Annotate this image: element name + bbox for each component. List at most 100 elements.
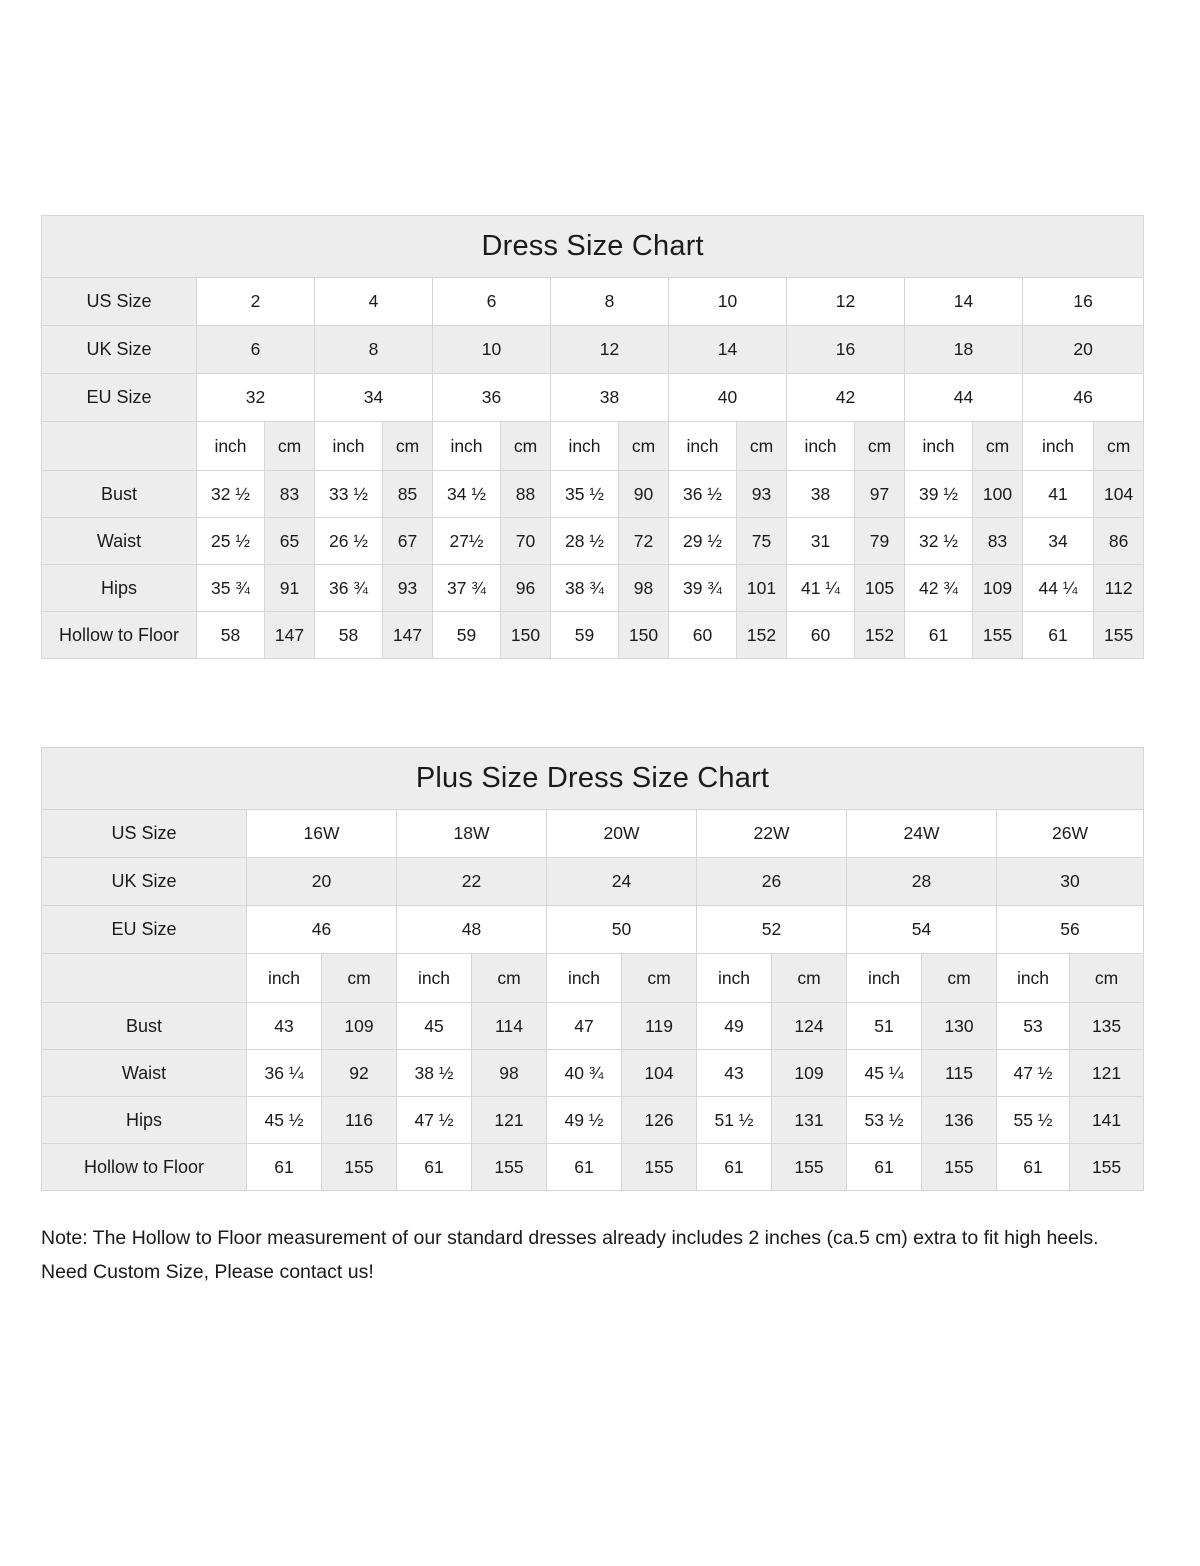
table-row-waist: Waist 25 ½ 65 26 ½ 67 27½ 70 28 ½ 72 29 … bbox=[41, 517, 1145, 565]
cell-us-size-1: 4 bbox=[314, 277, 433, 326]
table-row-us-size: US Size 2 4 6 8 10 12 14 16 bbox=[41, 277, 1145, 326]
cell-hips-cm-1: 93 bbox=[382, 564, 433, 612]
unit-header-inch-4: inch bbox=[668, 421, 737, 471]
plus-cell-hollow-inch-4: 61 bbox=[846, 1143, 922, 1191]
plus-cell-hollow-inch-0: 61 bbox=[246, 1143, 322, 1191]
plus-unit-header-inch-4: inch bbox=[846, 953, 922, 1003]
cell-waist-inch-0: 25 ½ bbox=[196, 517, 265, 565]
cell-eu-size-6: 44 bbox=[904, 373, 1023, 422]
plus-cell-hollow-inch-2: 61 bbox=[546, 1143, 622, 1191]
plus-cell-bust-cm-1: 114 bbox=[471, 1002, 547, 1050]
cell-hollow-cm-1: 147 bbox=[382, 611, 433, 659]
cell-hips-inch-0: 35 ¾ bbox=[196, 564, 265, 612]
unit-header-cm-2: cm bbox=[500, 421, 551, 471]
unit-header-cm-4: cm bbox=[736, 421, 787, 471]
cell-uk-size-7: 20 bbox=[1021, 325, 1145, 374]
cell-waist-inch-7: 34 bbox=[1022, 517, 1094, 565]
plus-cell-hips-inch-1: 47 ½ bbox=[396, 1096, 472, 1144]
plus-cell-hollow-cm-2: 155 bbox=[621, 1143, 697, 1191]
row-label-hollow-to-floor: Hollow to Floor bbox=[41, 611, 197, 659]
cell-bust-inch-3: 35 ½ bbox=[550, 470, 619, 518]
plus-cell-us-size-5: 26W bbox=[995, 809, 1145, 858]
cell-hips-inch-2: 37 ¾ bbox=[432, 564, 501, 612]
plus-cell-hips-cm-0: 116 bbox=[321, 1096, 397, 1144]
plus-unit-header-cm-4: cm bbox=[921, 953, 997, 1003]
cell-hips-inch-6: 42 ¾ bbox=[904, 564, 973, 612]
cell-eu-size-7: 46 bbox=[1021, 373, 1145, 422]
plus-cell-uk-size-3: 26 bbox=[696, 857, 847, 906]
plus-cell-hips-inch-2: 49 ½ bbox=[546, 1096, 622, 1144]
plus-cell-waist-inch-1: 38 ½ bbox=[396, 1049, 472, 1097]
cell-bust-inch-0: 32 ½ bbox=[196, 470, 265, 518]
plus-cell-us-size-4: 24W bbox=[846, 809, 997, 858]
unit-header-inch-7: inch bbox=[1022, 421, 1094, 471]
cell-waist-cm-2: 70 bbox=[500, 517, 551, 565]
cell-hollow-inch-1: 58 bbox=[314, 611, 383, 659]
plus-table-title-row: Plus Size Dress Size Chart bbox=[40, 747, 1145, 810]
cell-hollow-inch-4: 60 bbox=[668, 611, 737, 659]
plus-cell-waist-cm-3: 109 bbox=[771, 1049, 847, 1097]
cell-hollow-inch-0: 58 bbox=[196, 611, 265, 659]
cell-uk-size-0: 6 bbox=[196, 325, 315, 374]
row-label-eu-size: EU Size bbox=[41, 373, 197, 422]
plus-cell-hips-cm-2: 126 bbox=[621, 1096, 697, 1144]
plus-cell-bust-inch-4: 51 bbox=[846, 1002, 922, 1050]
cell-bust-cm-4: 93 bbox=[736, 470, 787, 518]
plus-cell-waist-inch-5: 47 ½ bbox=[996, 1049, 1070, 1097]
plus-table-row-bust: Bust 43 109 45 114 47 119 49 124 51 130 … bbox=[41, 1002, 1145, 1050]
cell-waist-cm-7: 86 bbox=[1092, 517, 1145, 565]
cell-bust-inch-7: 41 bbox=[1022, 470, 1094, 518]
note-line-2: Need Custom Size, Please contact us! bbox=[41, 1261, 374, 1283]
plus-unit-header-cm-5: cm bbox=[1068, 953, 1145, 1003]
table-title-row: Dress Size Chart bbox=[40, 215, 1145, 278]
plus-cell-hollow-inch-1: 61 bbox=[396, 1143, 472, 1191]
cell-waist-cm-1: 67 bbox=[382, 517, 433, 565]
plus-table-row-us-size: US Size 16W 18W 20W 22W 24W 26W bbox=[41, 809, 1145, 858]
unit-header-cm-7: cm bbox=[1092, 421, 1145, 471]
plus-cell-waist-cm-2: 104 bbox=[621, 1049, 697, 1097]
plus-unit-header-cm-1: cm bbox=[471, 953, 547, 1003]
cell-waist-cm-6: 83 bbox=[972, 517, 1023, 565]
cell-eu-size-4: 40 bbox=[668, 373, 787, 422]
cell-bust-inch-5: 38 bbox=[786, 470, 855, 518]
unit-header-cm-1: cm bbox=[382, 421, 433, 471]
plus-cell-bust-cm-5: 135 bbox=[1068, 1002, 1145, 1050]
cell-waist-cm-4: 75 bbox=[736, 517, 787, 565]
plus-cell-bust-cm-2: 119 bbox=[621, 1002, 697, 1050]
plus-cell-uk-size-1: 22 bbox=[396, 857, 547, 906]
cell-hips-inch-3: 38 ¾ bbox=[550, 564, 619, 612]
table-row-uk-size: UK Size 6 8 10 12 14 16 18 20 bbox=[41, 325, 1145, 374]
row-label-us-size: US Size bbox=[41, 277, 197, 326]
plus-cell-eu-size-0: 46 bbox=[246, 905, 397, 954]
unit-header-cm-3: cm bbox=[618, 421, 669, 471]
plus-cell-hollow-cm-3: 155 bbox=[771, 1143, 847, 1191]
cell-eu-size-5: 42 bbox=[786, 373, 905, 422]
plus-cell-bust-inch-1: 45 bbox=[396, 1002, 472, 1050]
plus-unit-header-inch-0: inch bbox=[246, 953, 322, 1003]
cell-uk-size-5: 16 bbox=[786, 325, 905, 374]
unit-header-inch-2: inch bbox=[432, 421, 501, 471]
cell-hips-cm-7: 112 bbox=[1092, 564, 1145, 612]
plus-cell-eu-size-4: 54 bbox=[846, 905, 997, 954]
plus-unit-header-cm-0: cm bbox=[321, 953, 397, 1003]
unit-header-cm-0: cm bbox=[264, 421, 315, 471]
table-row-hips: Hips 35 ¾ 91 36 ¾ 93 37 ¾ 96 38 ¾ 98 39 … bbox=[41, 564, 1145, 612]
plus-row-label-hips: Hips bbox=[41, 1096, 247, 1144]
cell-bust-inch-1: 33 ½ bbox=[314, 470, 383, 518]
plus-cell-eu-size-5: 56 bbox=[995, 905, 1145, 954]
plus-row-label-waist: Waist bbox=[41, 1049, 247, 1097]
cell-bust-cm-1: 85 bbox=[382, 470, 433, 518]
plus-cell-bust-inch-2: 47 bbox=[546, 1002, 622, 1050]
plus-page-title: Plus Size Dress Size Chart bbox=[40, 747, 1145, 810]
cell-bust-inch-6: 39 ½ bbox=[904, 470, 973, 518]
plus-table-row-hollow-to-floor: Hollow to Floor 61 155 61 155 61 155 61 … bbox=[41, 1143, 1145, 1191]
cell-waist-cm-3: 72 bbox=[618, 517, 669, 565]
cell-hips-cm-0: 91 bbox=[264, 564, 315, 612]
cell-hollow-inch-7: 61 bbox=[1022, 611, 1094, 659]
unit-header-inch-5: inch bbox=[786, 421, 855, 471]
row-label-uk-size: UK Size bbox=[41, 325, 197, 374]
cell-hollow-cm-6: 155 bbox=[972, 611, 1023, 659]
plus-cell-hollow-cm-4: 155 bbox=[921, 1143, 997, 1191]
cell-uk-size-4: 14 bbox=[668, 325, 787, 374]
plus-size-dress-chart-table: Plus Size Dress Size Chart US Size 16W 1… bbox=[40, 747, 1145, 1191]
